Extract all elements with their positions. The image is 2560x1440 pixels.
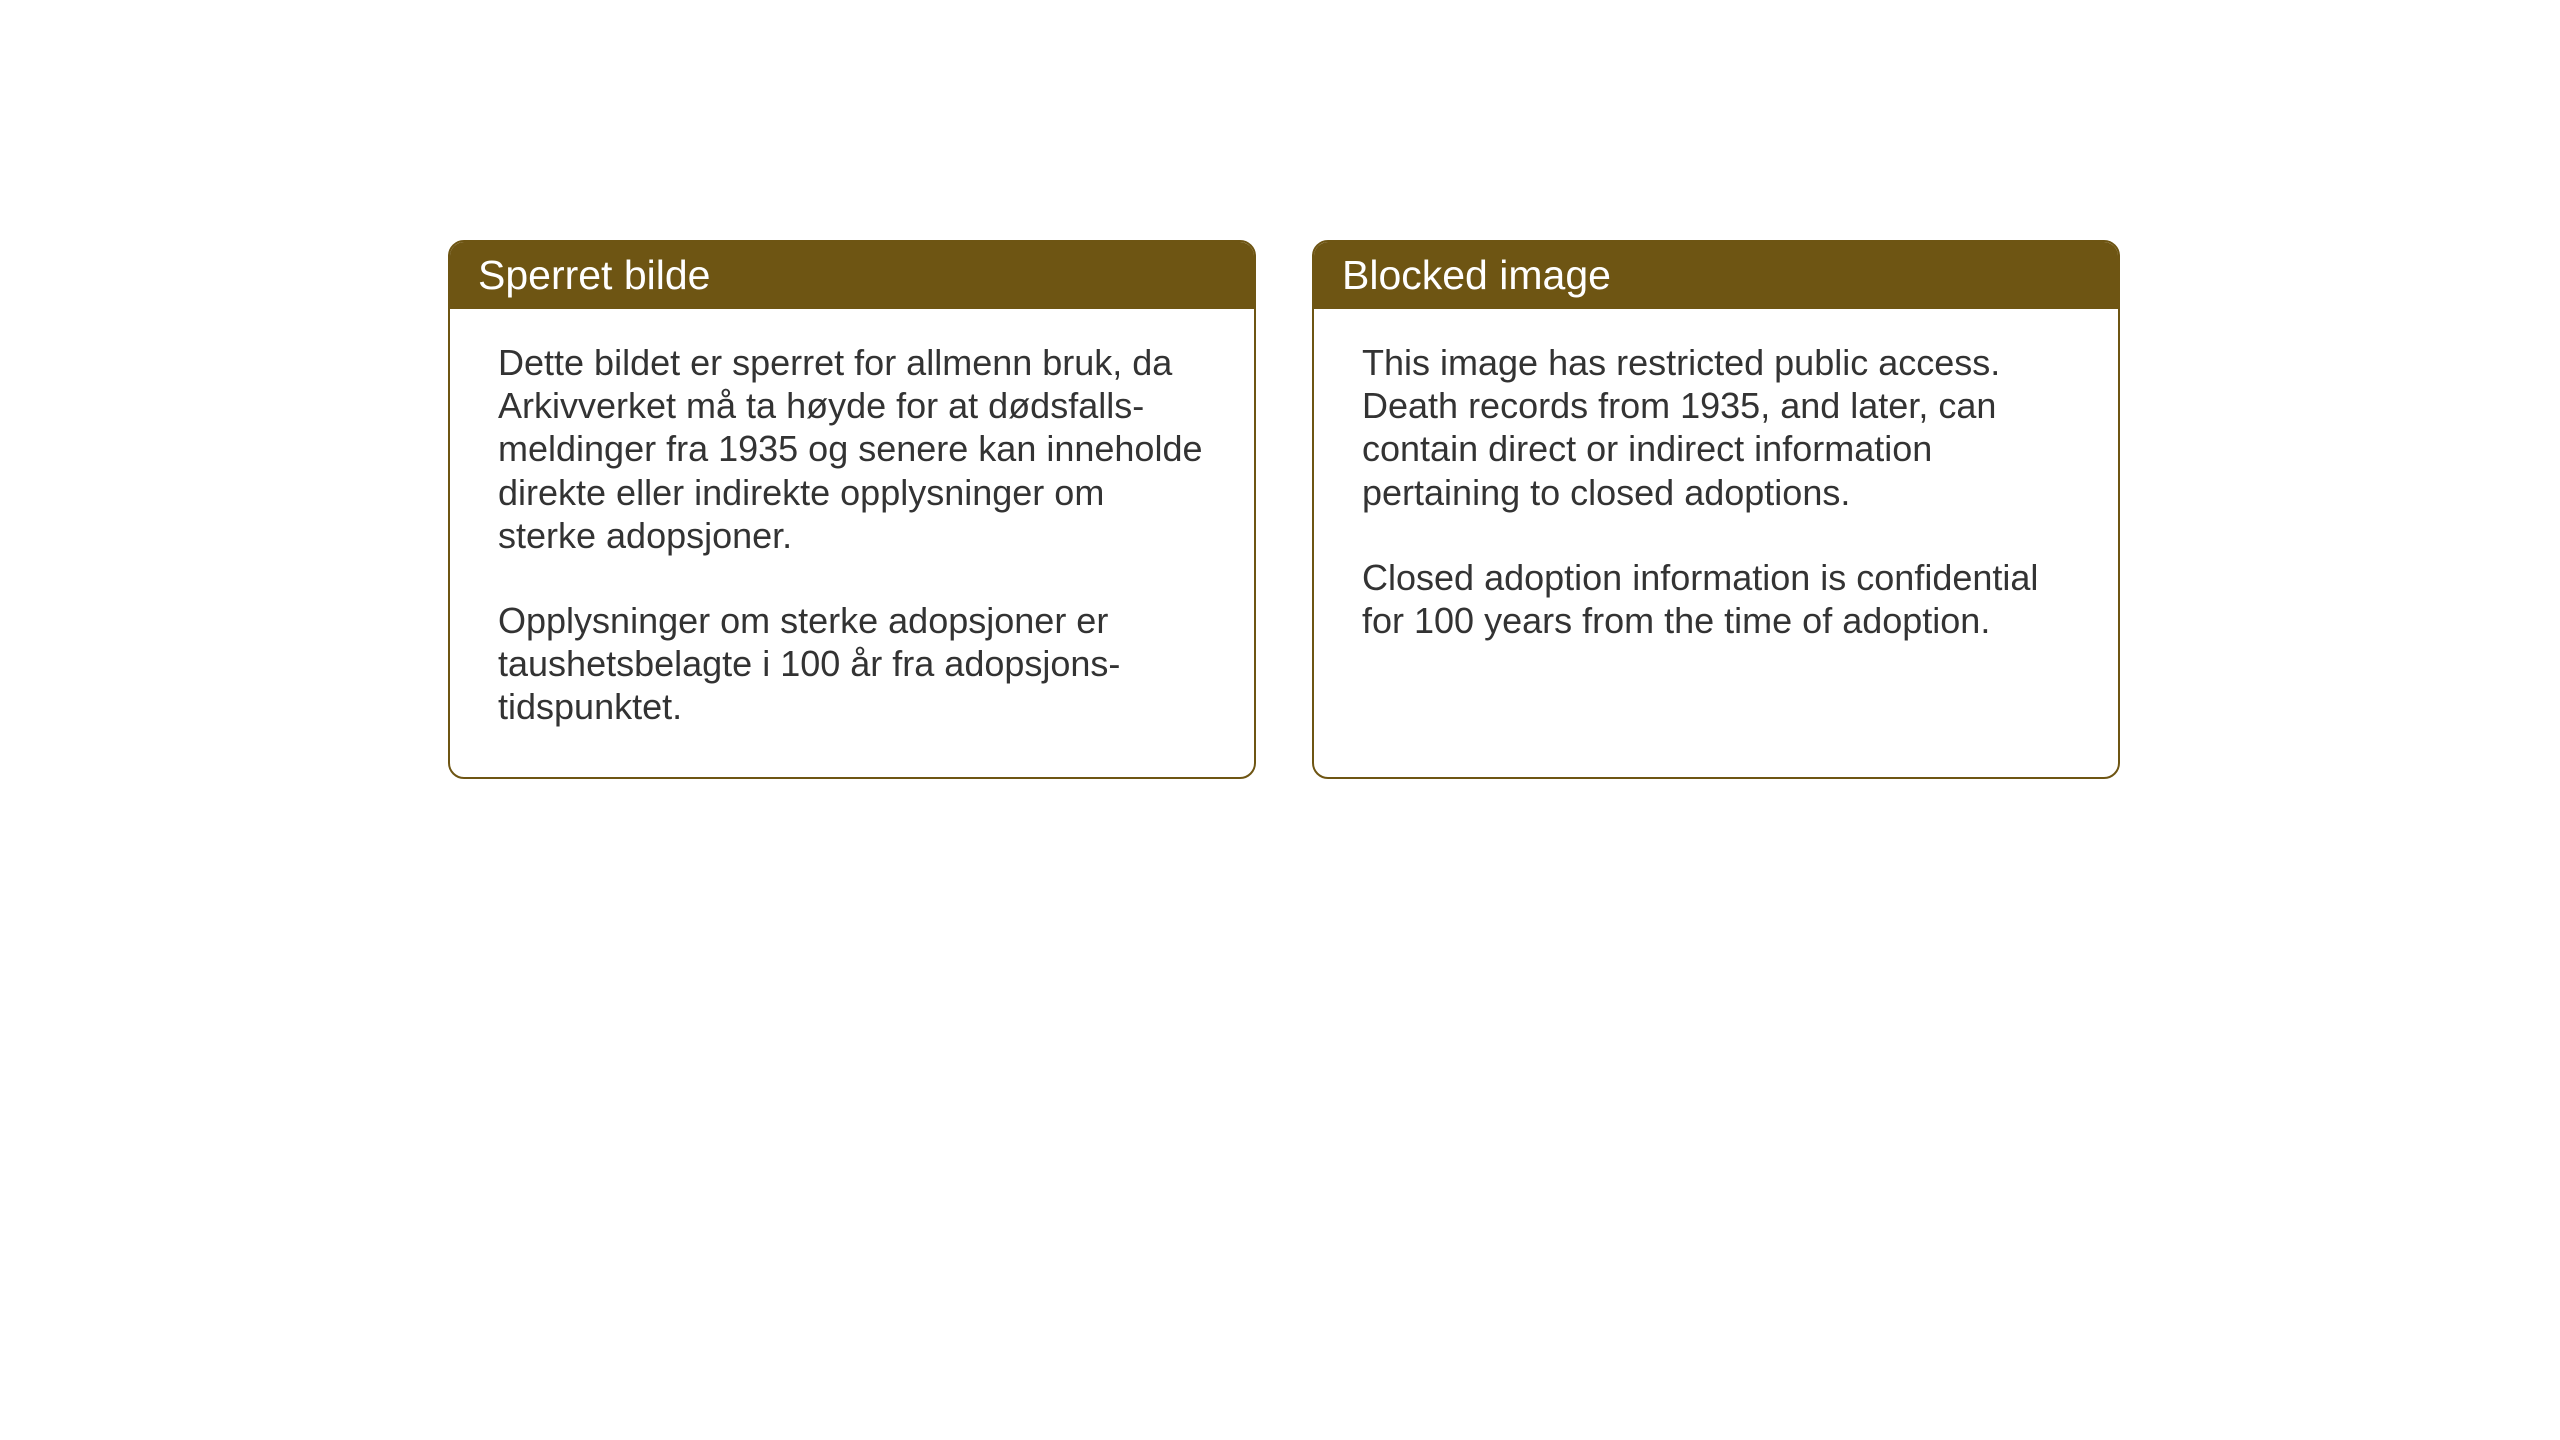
norwegian-notice-card: Sperret bilde Dette bildet er sperret fo… bbox=[448, 240, 1256, 779]
notice-cards-container: Sperret bilde Dette bildet er sperret fo… bbox=[448, 240, 2120, 779]
english-notice-card: Blocked image This image has restricted … bbox=[1312, 240, 2120, 779]
english-paragraph-2: Closed adoption information is confident… bbox=[1362, 556, 2070, 642]
english-paragraph-1: This image has restricted public access.… bbox=[1362, 341, 2070, 514]
english-card-title: Blocked image bbox=[1314, 242, 2118, 309]
norwegian-card-body: Dette bildet er sperret for allmenn bruk… bbox=[450, 309, 1254, 777]
norwegian-paragraph-2: Opplysninger om sterke adopsjoner er tau… bbox=[498, 599, 1206, 729]
norwegian-paragraph-1: Dette bildet er sperret for allmenn bruk… bbox=[498, 341, 1206, 557]
norwegian-card-title: Sperret bilde bbox=[450, 242, 1254, 309]
english-card-body: This image has restricted public access.… bbox=[1314, 309, 2118, 690]
